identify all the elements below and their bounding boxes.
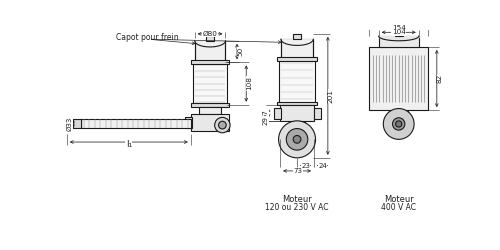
Bar: [280, 106, 314, 121]
Bar: [73, 119, 80, 128]
Text: Capot pour frein: Capot pour frein: [116, 33, 178, 42]
Bar: [378, 36, 418, 47]
Text: Ø33: Ø33: [67, 116, 73, 131]
Bar: [281, 39, 313, 59]
Bar: [191, 103, 230, 106]
Bar: [194, 41, 226, 62]
Bar: [395, 30, 402, 36]
Bar: [200, 106, 221, 114]
Text: 29: 29: [262, 116, 268, 125]
Circle shape: [396, 121, 402, 127]
Text: 104: 104: [392, 29, 406, 35]
Text: 24: 24: [318, 162, 327, 168]
Bar: [274, 108, 281, 118]
Circle shape: [392, 118, 405, 130]
Bar: [314, 108, 321, 118]
Bar: [277, 57, 317, 61]
Text: 120 ou 230 V AC: 120 ou 230 V AC: [266, 202, 329, 211]
Bar: [80, 119, 191, 128]
Bar: [369, 47, 428, 110]
Bar: [206, 36, 214, 41]
Text: 57: 57: [262, 109, 268, 118]
Text: 73: 73: [294, 168, 302, 174]
Text: 108: 108: [246, 76, 252, 90]
Text: 201: 201: [328, 89, 334, 103]
Circle shape: [278, 121, 316, 158]
Bar: [191, 114, 230, 131]
Text: 400 V AC: 400 V AC: [381, 202, 416, 211]
Text: 50: 50: [237, 47, 243, 56]
Circle shape: [293, 136, 301, 143]
Bar: [191, 60, 230, 64]
Bar: [390, 110, 408, 122]
Text: 154: 154: [392, 25, 406, 31]
Text: Moteur: Moteur: [384, 195, 414, 204]
Bar: [290, 121, 305, 136]
Text: Ø80: Ø80: [202, 31, 218, 37]
Circle shape: [218, 121, 226, 129]
Text: Moteur: Moteur: [282, 195, 312, 204]
Bar: [293, 34, 301, 39]
Bar: [67, 120, 73, 128]
Circle shape: [214, 118, 230, 133]
Circle shape: [384, 108, 414, 139]
Text: l₁: l₁: [126, 140, 132, 149]
Bar: [280, 59, 315, 103]
Text: 23: 23: [301, 162, 310, 168]
Bar: [277, 102, 317, 105]
Text: 82: 82: [437, 74, 443, 83]
Bar: [184, 118, 192, 128]
Bar: [193, 62, 227, 105]
Circle shape: [286, 128, 308, 150]
